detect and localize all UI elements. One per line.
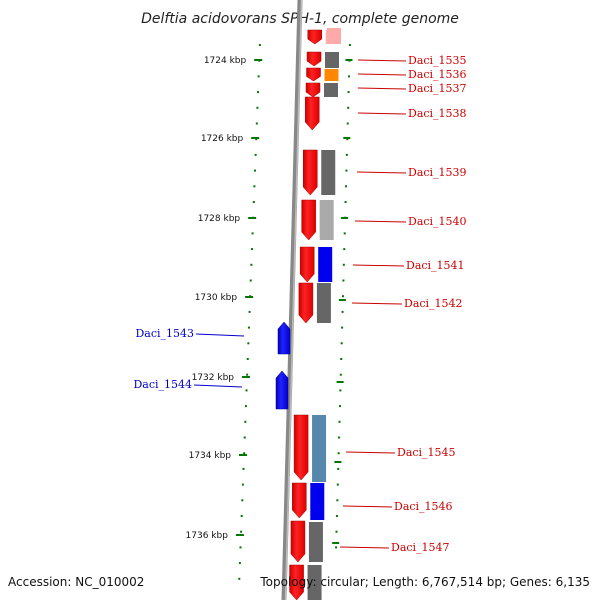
cog-block [327,28,341,44]
position-tick-label: 1736 kbp [186,531,229,541]
gene-label-daci-1544[interactable]: Daci_1544 [133,378,192,391]
cog-block [307,565,322,600]
forward-gene-arrow[interactable] [304,96,320,131]
gene-label-daci-1547[interactable]: Daci_1547 [391,541,450,554]
gene-label-daci-1542[interactable]: Daci_1542 [404,297,463,310]
reverse-gene-arrow[interactable] [277,321,291,355]
forward-gene-arrow[interactable] [307,29,323,45]
gene-label-daci-1546[interactable]: Daci_1546 [394,500,453,513]
cog-block [308,522,323,562]
gene-track [275,29,323,600]
position-tick-label: 1726 kbp [201,134,244,144]
forward-gene-arrow[interactable] [289,564,304,600]
cog-block [324,69,339,81]
gene-label-daci-1539[interactable]: Daci_1539 [408,166,467,179]
gene-label-daci-1541[interactable]: Daci_1541 [406,259,465,272]
cog-block [316,283,331,323]
forward-gene-arrow[interactable] [305,82,321,98]
forward-gene-arrow[interactable] [303,149,318,196]
accession-text: Accession: NC_010002 [8,575,144,589]
forward-gene-arrow[interactable] [301,199,316,241]
position-tick-label: 1734 kbp [189,451,232,461]
gene-label-daci-1540[interactable]: Daci_1540 [408,215,467,228]
forward-gene-arrow[interactable] [292,482,307,519]
position-tick-label: 1732 kbp [192,373,235,383]
gene-label-daci-1536[interactable]: Daci_1536 [408,68,467,81]
cog-block [319,200,334,240]
reverse-gene-arrow[interactable] [275,370,289,410]
position-tick-label: 1724 kbp [204,56,247,66]
forward-gene-arrow[interactable] [306,67,321,82]
forward-gene-arrow[interactable] [298,282,314,324]
gene-label-daci-1535[interactable]: Daci_1535 [408,54,467,67]
forward-gene-arrow[interactable] [290,520,306,563]
gene-label-daci-1537[interactable]: Daci_1537 [408,82,467,95]
gene-label-daci-1543[interactable]: Daci_1543 [135,327,194,340]
forward-gene-arrow[interactable] [299,246,315,283]
cog-track [307,28,341,600]
forward-gene-arrow[interactable] [306,51,322,67]
cog-block [321,150,336,195]
cog-block [325,52,339,68]
gene-label-daci-1538[interactable]: Daci_1538 [408,107,467,120]
genome-backbone [281,0,303,600]
gene-label-daci-1545[interactable]: Daci_1545 [397,446,456,459]
topology-text: Topology: circular; Length: 6,767,514 bp… [259,575,590,589]
forward-gene-arrow[interactable] [293,414,309,481]
cog-block [312,415,327,482]
cog-block [324,83,338,97]
position-tick-label: 1730 kbp [195,293,238,303]
cog-block [318,247,333,282]
position-ticks: 1724 kbp 1726 kbp 1728 kbp 1730 kbp 1732 kbp… [186,56,353,544]
cog-block [310,483,325,520]
position-tick-label: 1728 kbp [198,214,241,224]
